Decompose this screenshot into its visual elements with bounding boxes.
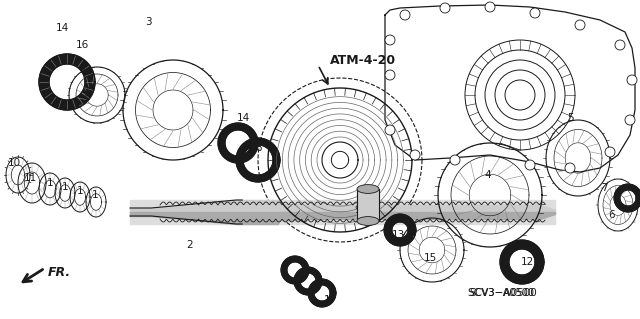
Ellipse shape <box>357 185 379 193</box>
Text: 13: 13 <box>392 230 404 240</box>
Text: 9: 9 <box>355 205 362 215</box>
Circle shape <box>400 10 410 20</box>
Circle shape <box>440 3 450 13</box>
Circle shape <box>410 150 420 160</box>
Text: 1: 1 <box>92 190 99 200</box>
Text: 14: 14 <box>236 113 250 123</box>
Text: FR.: FR. <box>48 265 71 278</box>
Text: 1: 1 <box>61 182 68 192</box>
Text: 6: 6 <box>609 210 615 220</box>
Text: 4: 4 <box>484 170 492 180</box>
Text: 3: 3 <box>145 17 151 27</box>
Text: 14: 14 <box>56 23 68 33</box>
Circle shape <box>575 20 585 30</box>
Text: SCV3−A0500: SCV3−A0500 <box>470 288 534 298</box>
Circle shape <box>627 75 637 85</box>
Circle shape <box>605 147 615 157</box>
Text: 16: 16 <box>76 40 88 50</box>
Bar <box>357 189 379 221</box>
Circle shape <box>450 155 460 165</box>
Text: 11: 11 <box>24 173 36 183</box>
Circle shape <box>530 8 540 18</box>
Text: 17: 17 <box>323 295 337 305</box>
Text: 5: 5 <box>566 113 573 123</box>
Circle shape <box>525 160 535 170</box>
Text: 2: 2 <box>187 240 193 250</box>
Text: 17: 17 <box>296 271 308 281</box>
Text: 7: 7 <box>601 183 607 193</box>
Circle shape <box>565 163 575 173</box>
Ellipse shape <box>357 217 379 226</box>
Text: 15: 15 <box>424 253 436 263</box>
Circle shape <box>385 35 395 45</box>
Text: 1: 1 <box>47 178 53 188</box>
Circle shape <box>385 70 395 80</box>
Text: SCV3−A0500: SCV3−A0500 <box>467 288 537 298</box>
Circle shape <box>625 115 635 125</box>
Circle shape <box>615 40 625 50</box>
Circle shape <box>485 2 495 12</box>
Text: 12: 12 <box>520 257 534 267</box>
Circle shape <box>385 125 395 135</box>
Text: 17: 17 <box>309 283 323 293</box>
Text: 8: 8 <box>256 143 262 153</box>
Text: 10: 10 <box>8 158 20 168</box>
Text: 1: 1 <box>77 186 83 196</box>
Text: ATM-4-20: ATM-4-20 <box>330 54 396 66</box>
